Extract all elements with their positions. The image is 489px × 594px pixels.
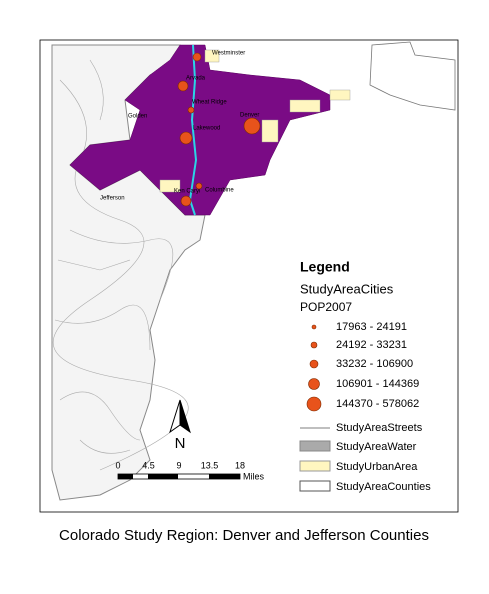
- city-label: Ken Caryl: [174, 189, 200, 195]
- class-symbol: [311, 324, 317, 330]
- city-label: Westminster: [212, 51, 245, 57]
- class-label: 33232 - 106900: [336, 358, 413, 370]
- cities: Westminster Arvada Wheat Ridge Golden Denver…: [100, 51, 261, 207]
- jefferson-county: [51, 44, 206, 501]
- class-label: 24192 - 33231: [336, 339, 407, 351]
- caption: Colorado Study Region: Denver and Jeffer…: [59, 527, 429, 544]
- legend-title: Legend: [300, 259, 350, 275]
- legend-field: POP2007: [300, 300, 352, 314]
- city-label: Wheat Ridge: [192, 100, 227, 106]
- counties-swatch: [299, 480, 331, 492]
- city-label: Golden: [128, 114, 147, 120]
- scale-tick-label: 0: [115, 460, 120, 470]
- city-dot: [192, 52, 202, 62]
- scale-unit: Miles: [243, 471, 265, 481]
- scale-tick-label: 18: [235, 460, 245, 470]
- legend-streets: StudyAreaStreets: [336, 422, 423, 434]
- city-label: Lakewood: [193, 126, 220, 132]
- north-label: N: [175, 435, 186, 452]
- scale-tick-label: 13.5: [201, 460, 219, 470]
- class-symbol: [308, 378, 320, 390]
- legend-urban: StudyUrbanArea: [336, 461, 418, 473]
- city-dot: [243, 117, 261, 135]
- city-label: Columbine: [205, 188, 234, 194]
- city-label: Arvada: [186, 76, 206, 82]
- class-label: 144370 - 578062: [336, 398, 419, 410]
- scale-bar: 0 4.5 9 13.5 18: [115, 460, 245, 480]
- city-dot: [177, 80, 189, 92]
- city-label: Jefferson: [100, 196, 125, 202]
- city-dot: [187, 106, 195, 114]
- city-label: Denver: [240, 113, 259, 119]
- legend-layer: StudyAreaCities: [300, 281, 394, 296]
- city-dot: [195, 182, 203, 190]
- water-swatch: [299, 440, 331, 452]
- scale-tick-label: 9: [176, 460, 181, 470]
- scale-tick-label: 4.5: [142, 460, 155, 470]
- legend-water: StudyAreaWater: [336, 441, 417, 453]
- county-outline: [369, 41, 456, 111]
- legend-classes: 17963 - 24191 24192 - 33231 33232 - 106900…: [306, 321, 419, 412]
- city-dot: [180, 195, 192, 207]
- city-dot: [179, 131, 193, 145]
- class-label: 17963 - 24191: [336, 321, 407, 333]
- class-symbol: [309, 359, 319, 369]
- class-symbol: [306, 396, 322, 412]
- north-arrow: [179, 399, 191, 434]
- class-symbol: [310, 341, 318, 349]
- urban-area: [159, 49, 351, 193]
- class-label: 106901 - 144369: [336, 378, 419, 390]
- urban-streets: [69, 44, 331, 216]
- urban-swatch: [299, 460, 331, 472]
- legend-counties: StudyAreaCounties: [336, 481, 431, 493]
